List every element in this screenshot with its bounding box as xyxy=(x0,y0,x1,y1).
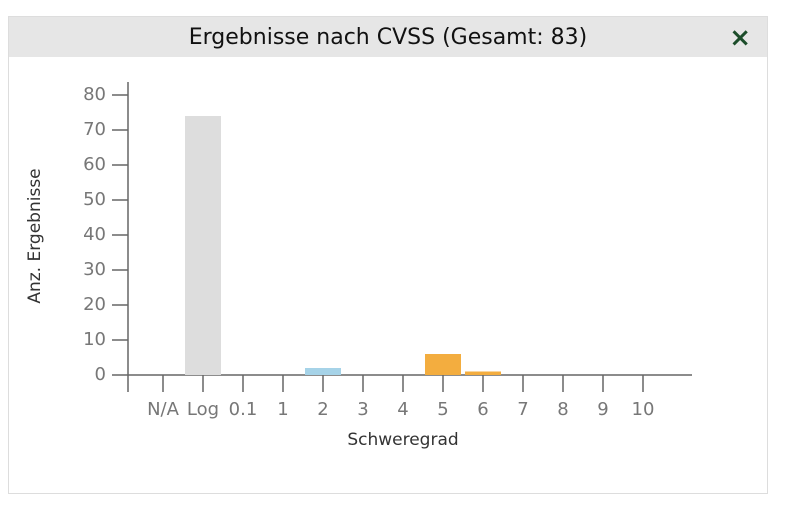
y-tick-label: 50 xyxy=(83,189,106,210)
x-tick-label: 1 xyxy=(277,399,288,420)
y-tick-label: 60 xyxy=(83,154,106,175)
x-tick-label: 2 xyxy=(317,399,328,420)
y-axis-label: Anz. Ergebnisse xyxy=(25,168,45,303)
x-tick-label: 4 xyxy=(397,399,408,420)
x-axis-label: Schweregrad xyxy=(347,430,458,450)
bar xyxy=(465,371,501,375)
x-tick-label: 3 xyxy=(357,399,368,420)
y-tick-label: 10 xyxy=(83,329,106,350)
x-tick-label: 6 xyxy=(477,399,488,420)
x-tick-label: Log xyxy=(187,399,219,420)
bar xyxy=(425,354,461,375)
y-tick-label: 80 xyxy=(83,84,106,105)
y-tick-label: 40 xyxy=(83,224,106,245)
x-tick-label: 0.1 xyxy=(229,399,258,420)
x-tick-label: 8 xyxy=(557,399,568,420)
y-tick-label: 30 xyxy=(83,259,106,280)
bar xyxy=(305,368,341,375)
y-tick-label: 70 xyxy=(83,119,106,140)
panel-title: Ergebnisse nach CVSS (Gesamt: 83) xyxy=(188,25,588,50)
panel-header: Ergebnisse nach CVSS (Gesamt: 83) × xyxy=(9,17,767,57)
close-button[interactable]: × xyxy=(729,23,751,53)
x-tick-label: 5 xyxy=(437,399,448,420)
x-tick-label: 7 xyxy=(517,399,528,420)
x-tick-label: 9 xyxy=(597,399,608,420)
y-tick-label: 20 xyxy=(83,294,106,315)
x-tick-label: N/A xyxy=(147,399,180,420)
panel: Ergebnisse nach CVSS (Gesamt: 83) × xyxy=(8,16,768,494)
x-tick-label: 10 xyxy=(632,399,655,420)
bar xyxy=(185,116,221,375)
y-tick-label: 0 xyxy=(95,364,106,385)
